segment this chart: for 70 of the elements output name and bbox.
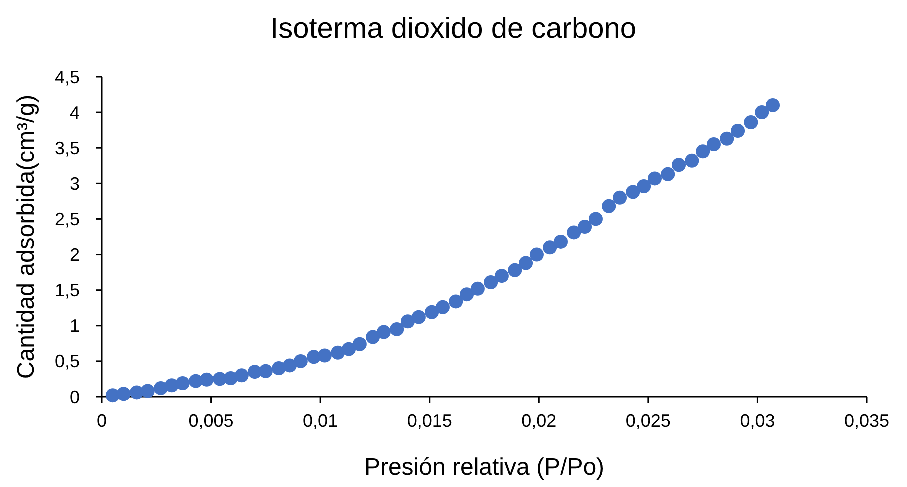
point (116, 387, 131, 402)
point (661, 167, 676, 182)
point (508, 263, 522, 278)
point (200, 372, 214, 387)
point (648, 172, 662, 186)
y-tick-label: 2,5 (54, 210, 80, 230)
point (766, 98, 780, 112)
x-tick-label: 0,01 (303, 411, 338, 431)
x-tick-label: 0,035 (844, 411, 890, 431)
point (588, 212, 603, 226)
x-tick-label: 0,025 (626, 411, 671, 431)
y-tick-label: 4,5 (54, 67, 80, 88)
point (234, 368, 249, 383)
point (519, 256, 534, 270)
point (554, 234, 568, 249)
point (401, 314, 415, 329)
point (258, 364, 273, 378)
point (140, 384, 155, 398)
point (744, 116, 758, 130)
point (376, 325, 391, 340)
point (425, 305, 440, 320)
x-tick-label: 0 (96, 411, 108, 431)
x-tick-label: 0,015 (407, 411, 452, 431)
point (484, 276, 498, 290)
point (176, 376, 190, 390)
point (449, 294, 464, 309)
point (543, 240, 558, 255)
point (366, 330, 380, 344)
point (436, 300, 450, 314)
point (331, 346, 346, 360)
point (494, 269, 509, 284)
point (672, 158, 686, 172)
point (460, 288, 474, 302)
point (294, 354, 308, 368)
point (318, 348, 332, 363)
point (282, 358, 297, 373)
point (272, 362, 286, 376)
y-tick-label: 2 (70, 245, 80, 266)
point (637, 180, 652, 194)
y-tick-label: 0 (70, 387, 80, 408)
point (530, 248, 544, 262)
x-tick-label: 0,03 (740, 411, 776, 431)
y-axis-title: Cantidad adsorbida(cm³/g) (13, 94, 40, 380)
point (613, 190, 628, 205)
point (731, 124, 746, 138)
point (696, 144, 710, 159)
y-tick-label: 1,5 (54, 280, 80, 301)
y-tick-label: 3 (70, 174, 80, 194)
x-tick-label: 0,005 (188, 411, 234, 431)
point (567, 226, 582, 240)
point (352, 337, 367, 352)
y-tick-label: 3,5 (54, 138, 80, 158)
chart-title: Isoterma dioxido de carbono (270, 13, 636, 45)
point (342, 342, 356, 356)
x-axis-title: Presión relativa (P/Po) (364, 454, 605, 481)
y-tick-label: 1 (70, 316, 80, 336)
point (685, 154, 700, 168)
point (390, 322, 404, 336)
point (470, 282, 485, 296)
point (602, 199, 616, 214)
point (626, 185, 640, 200)
x-tick-label: 0,02 (522, 411, 557, 431)
point (720, 132, 734, 146)
point (154, 381, 168, 396)
y-tick-label: 0,5 (54, 352, 80, 372)
point (578, 220, 592, 234)
y-tick-label: 4 (70, 102, 80, 123)
point (412, 310, 426, 324)
point (707, 138, 721, 152)
point (755, 106, 770, 120)
